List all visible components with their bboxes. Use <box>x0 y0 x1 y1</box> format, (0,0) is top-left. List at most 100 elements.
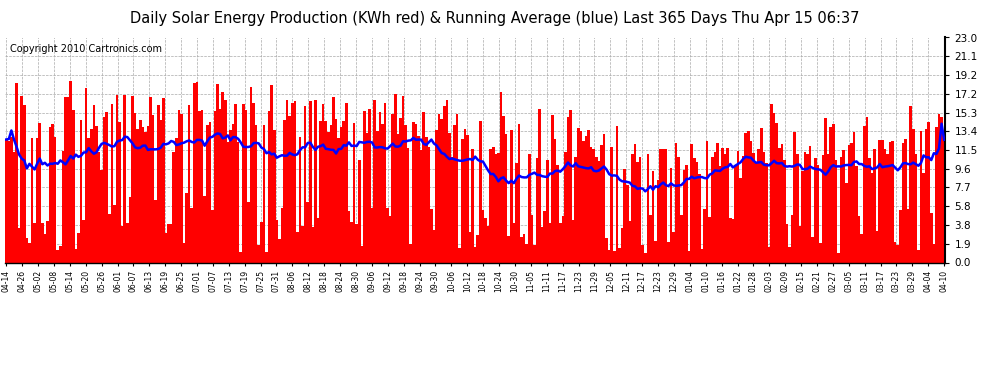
Bar <box>502 116 505 262</box>
Text: Daily Solar Energy Production (KWh red) & Running Average (blue) Last 365 Days T: Daily Solar Energy Production (KWh red) … <box>131 11 859 26</box>
Bar <box>930 213 933 262</box>
Bar <box>804 152 806 262</box>
Bar <box>28 243 31 262</box>
Bar <box>193 83 196 262</box>
Bar <box>59 246 61 262</box>
Bar <box>85 88 87 262</box>
Bar <box>312 226 314 262</box>
Bar <box>920 131 923 262</box>
Bar <box>417 136 420 262</box>
Bar <box>368 109 371 262</box>
Bar <box>639 156 642 262</box>
Bar <box>569 111 572 262</box>
Bar <box>585 135 587 262</box>
Bar <box>680 215 683 262</box>
Bar <box>139 120 142 262</box>
Bar <box>275 219 278 262</box>
Bar <box>860 234 863 262</box>
Bar <box>280 209 283 262</box>
Bar <box>423 112 425 262</box>
Bar <box>651 171 654 262</box>
Bar <box>373 100 376 262</box>
Bar <box>327 132 330 262</box>
Bar <box>265 252 267 262</box>
Bar <box>765 164 767 262</box>
Bar <box>209 122 211 262</box>
Bar <box>240 252 242 262</box>
Bar <box>642 245 644 262</box>
Bar <box>910 106 912 262</box>
Bar <box>124 95 126 262</box>
Bar <box>484 218 487 262</box>
Bar <box>670 168 672 262</box>
Bar <box>634 144 637 262</box>
Bar <box>752 153 754 262</box>
Bar <box>489 149 492 262</box>
Bar <box>685 165 688 262</box>
Bar <box>923 173 925 262</box>
Bar <box>468 232 471 262</box>
Bar <box>249 87 252 262</box>
Bar <box>814 158 817 262</box>
Bar <box>142 127 145 262</box>
Bar <box>778 148 780 262</box>
Bar <box>352 123 355 262</box>
Bar <box>783 160 786 262</box>
Bar <box>108 214 111 262</box>
Bar <box>242 104 245 262</box>
Bar <box>855 166 858 262</box>
Bar <box>330 126 333 262</box>
Bar <box>360 246 363 262</box>
Bar <box>320 121 322 262</box>
Bar <box>786 224 788 262</box>
Bar <box>415 124 417 262</box>
Bar <box>391 114 394 262</box>
Bar <box>541 227 544 262</box>
Bar <box>915 154 917 262</box>
Bar <box>936 127 938 262</box>
Bar <box>613 251 616 262</box>
Bar <box>175 138 177 262</box>
Bar <box>420 150 423 262</box>
Bar <box>98 152 100 262</box>
Bar <box>644 253 646 262</box>
Bar <box>649 215 651 262</box>
Bar <box>346 102 347 262</box>
Bar <box>227 142 229 262</box>
Bar <box>572 220 574 262</box>
Bar <box>61 151 64 262</box>
Bar <box>188 105 190 262</box>
Bar <box>458 248 461 262</box>
Bar <box>466 135 468 262</box>
Bar <box>286 100 288 262</box>
Bar <box>410 244 412 262</box>
Bar <box>809 146 812 262</box>
Bar <box>363 111 365 262</box>
Bar <box>147 126 149 262</box>
Bar <box>355 224 358 262</box>
Bar <box>832 124 835 262</box>
Bar <box>273 130 275 262</box>
Bar <box>876 231 878 262</box>
Bar <box>338 138 340 262</box>
Bar <box>775 123 778 262</box>
Bar <box>564 152 566 262</box>
Bar <box>701 249 703 262</box>
Bar <box>309 101 312 262</box>
Bar <box>812 237 814 262</box>
Bar <box>291 104 294 262</box>
Bar <box>103 117 106 262</box>
Bar <box>436 130 438 262</box>
Bar <box>474 247 476 262</box>
Bar <box>389 216 391 262</box>
Bar <box>551 115 553 262</box>
Bar <box>928 122 930 262</box>
Bar <box>873 149 876 262</box>
Bar <box>646 154 649 262</box>
Bar <box>185 193 188 262</box>
Bar <box>801 171 804 262</box>
Bar <box>10 136 13 262</box>
Bar <box>113 205 116 262</box>
Bar <box>621 228 624 262</box>
Bar <box>732 219 735 262</box>
